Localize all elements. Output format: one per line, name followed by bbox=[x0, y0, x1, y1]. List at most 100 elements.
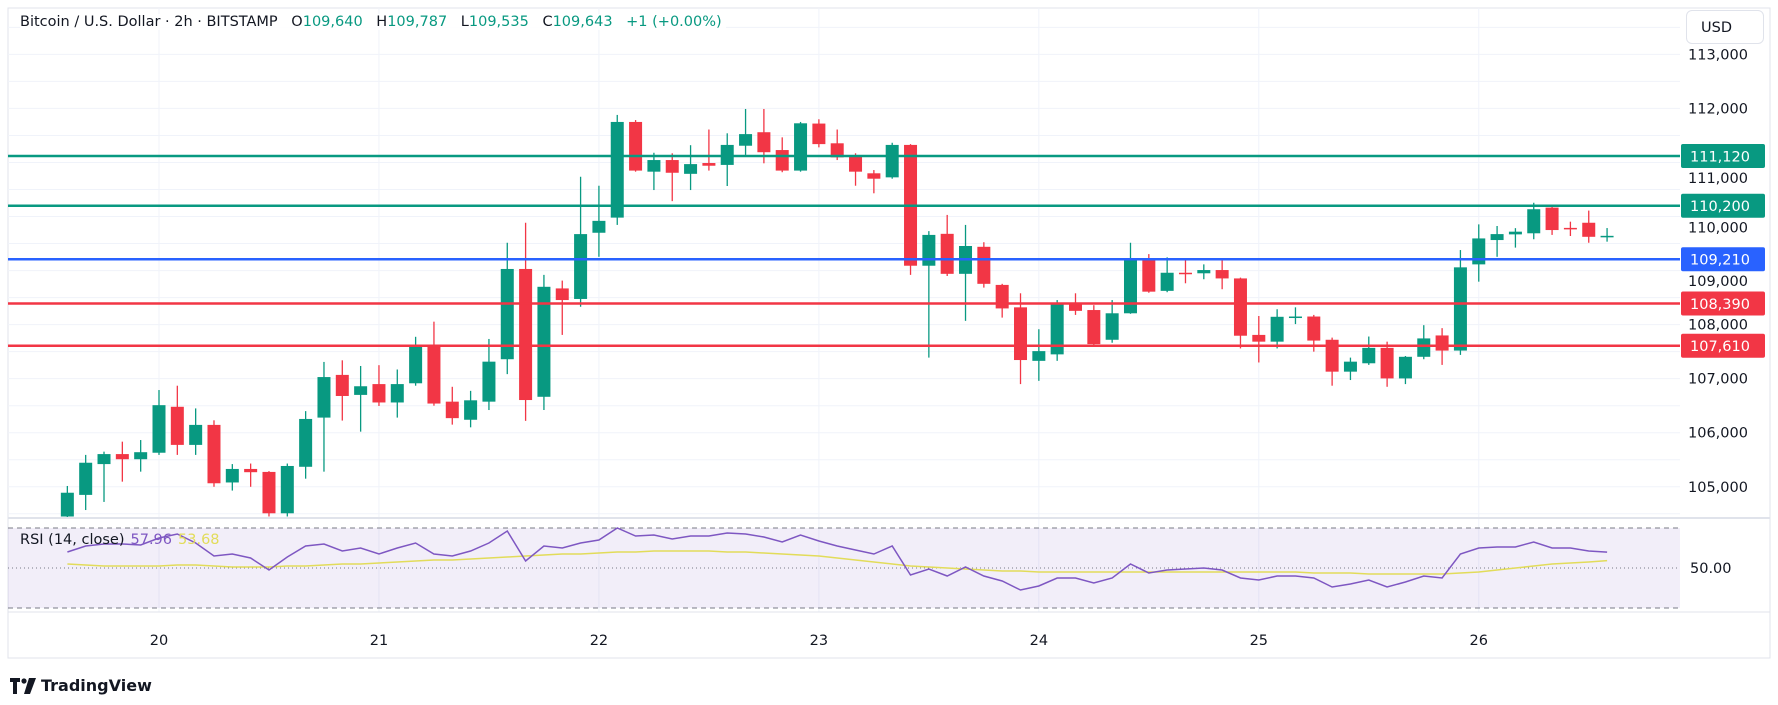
candles bbox=[60, 108, 1614, 517]
candle bbox=[1197, 264, 1211, 280]
candle bbox=[1252, 315, 1266, 363]
candle-body bbox=[1197, 270, 1211, 274]
rsi-value: 57.96 bbox=[130, 532, 173, 548]
candle-body bbox=[1508, 231, 1522, 235]
candle-body bbox=[372, 384, 386, 403]
candle-body bbox=[1325, 339, 1339, 372]
candle bbox=[519, 222, 533, 421]
candle-body bbox=[1160, 272, 1174, 291]
candle-body bbox=[262, 471, 276, 514]
candle bbox=[500, 242, 514, 375]
candle bbox=[1233, 277, 1247, 349]
candle-body bbox=[1123, 258, 1137, 314]
tradingview-logo[interactable]: TradingView bbox=[10, 676, 152, 695]
rsi-legend[interactable]: RSI (14, close) 57.96 53.68 bbox=[20, 532, 220, 548]
candle bbox=[794, 121, 808, 172]
candle bbox=[1362, 336, 1376, 365]
candle-body bbox=[280, 465, 294, 514]
candle bbox=[97, 451, 111, 502]
candle-body bbox=[1417, 338, 1431, 357]
x-tick-label: 21 bbox=[370, 633, 388, 649]
candle bbox=[170, 385, 184, 455]
candle bbox=[1142, 254, 1156, 293]
candle bbox=[354, 365, 368, 432]
candle bbox=[812, 119, 826, 148]
candle-body bbox=[79, 462, 93, 495]
candle bbox=[1563, 221, 1577, 236]
change-value: +1 (+0.00%) bbox=[626, 14, 722, 30]
rsi-axis-label: 50.00 bbox=[1690, 561, 1732, 577]
candle-body bbox=[335, 374, 349, 396]
candle-body bbox=[1307, 316, 1321, 341]
candle-body bbox=[757, 132, 771, 153]
candle-body bbox=[482, 361, 496, 402]
candle-body bbox=[647, 160, 661, 172]
price-axis[interactable]: 113,000 112,000 111,000 110,000 109,000 108,0… bbox=[1688, 47, 1748, 495]
candle-body bbox=[1490, 234, 1504, 241]
candle bbox=[317, 361, 331, 472]
high-value: 109,787 bbox=[387, 14, 448, 30]
candle-body bbox=[1472, 238, 1486, 265]
candle-body bbox=[1563, 227, 1577, 230]
candle bbox=[574, 176, 588, 307]
candle-body bbox=[610, 121, 624, 218]
candle-body bbox=[134, 452, 148, 460]
candle-body bbox=[1050, 302, 1064, 355]
candle bbox=[1545, 206, 1559, 235]
x-tick-label: 24 bbox=[1030, 633, 1048, 649]
candle-body bbox=[115, 454, 129, 460]
open-label: O bbox=[291, 14, 303, 30]
low-value: 109,535 bbox=[468, 14, 529, 30]
candle-body bbox=[445, 401, 459, 419]
candle-body bbox=[60, 492, 74, 517]
candle-body bbox=[1014, 307, 1028, 361]
candle-body bbox=[244, 468, 258, 473]
time-axis[interactable]: 20 21 22 23 24 25 26 bbox=[150, 633, 1488, 649]
candle-body bbox=[1527, 209, 1541, 234]
x-tick-label: 20 bbox=[150, 633, 168, 649]
rsi-label: RSI (14, close) bbox=[20, 532, 125, 548]
candle-body bbox=[684, 164, 698, 174]
candle bbox=[757, 108, 771, 164]
candle bbox=[592, 185, 606, 257]
level-price-badge bbox=[1681, 193, 1765, 218]
high-label: H bbox=[376, 14, 388, 30]
close-value: 109,643 bbox=[552, 14, 613, 30]
tradingview-logo-text: TradingView bbox=[41, 676, 152, 695]
candle bbox=[849, 153, 863, 186]
candle-body bbox=[629, 121, 643, 171]
candle bbox=[1105, 300, 1119, 343]
currency-button[interactable]: USD bbox=[1686, 10, 1764, 44]
symbol-title[interactable]: Bitcoin / U.S. Dollar · 2h · BITSTAMP bbox=[20, 14, 278, 30]
candle-body bbox=[1087, 310, 1101, 345]
candle-body bbox=[1435, 335, 1449, 351]
grid bbox=[8, 8, 1680, 612]
tradingview-logo-icon bbox=[10, 677, 36, 694]
candle-body bbox=[1069, 302, 1082, 311]
level-price-label: 111,120 bbox=[1690, 150, 1750, 166]
candle bbox=[1417, 325, 1431, 360]
candle-body bbox=[794, 123, 808, 171]
open-value: 109,640 bbox=[302, 14, 363, 30]
candle bbox=[464, 390, 478, 428]
candle bbox=[977, 242, 991, 288]
candle-body bbox=[592, 220, 606, 233]
level-labels: 111,120 110,200 109,210 108,390 107,610 bbox=[1681, 144, 1765, 358]
horizontal-levels[interactable] bbox=[8, 154, 1680, 347]
candle-body bbox=[1142, 258, 1156, 292]
candle-body bbox=[1178, 272, 1192, 275]
candle-body bbox=[1343, 361, 1357, 372]
rsi-ma-value: 53.68 bbox=[178, 532, 220, 548]
candle bbox=[427, 321, 441, 406]
candle bbox=[134, 440, 148, 472]
candle-body bbox=[409, 345, 423, 384]
candle-body bbox=[427, 345, 441, 404]
close-label: C bbox=[542, 14, 553, 30]
candle bbox=[1582, 210, 1596, 243]
candle-body bbox=[1362, 347, 1376, 364]
candle bbox=[79, 454, 93, 511]
candle bbox=[1527, 202, 1541, 240]
candle-body bbox=[189, 424, 203, 445]
candle-body bbox=[97, 454, 111, 465]
